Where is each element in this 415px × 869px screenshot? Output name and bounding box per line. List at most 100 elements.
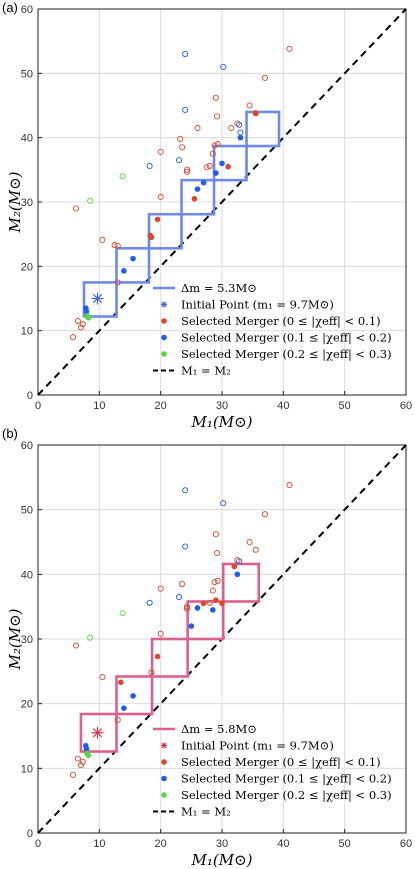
legend-entry: M₁ = M₂ — [181, 805, 231, 819]
panel-label: (b) — [2, 426, 18, 441]
y-tick-label: 50 — [21, 68, 33, 80]
point-marker — [79, 321, 86, 328]
box — [180, 178, 216, 216]
legend-point-swatch — [161, 792, 167, 798]
x-tick-label: 50 — [339, 838, 351, 850]
diagonal-line — [37, 8, 407, 396]
point-marker — [236, 558, 243, 565]
legend-entry: Selected Merger (0 ≤ |χeff| < 0.1) — [181, 755, 381, 770]
selected-point-marker — [154, 653, 161, 660]
selected-point-marker — [85, 315, 92, 321]
point-marker — [234, 557, 241, 564]
selected-point-marker — [237, 134, 244, 141]
legend-entry: M₁ = M₂ — [181, 364, 231, 378]
x-tick-label: 60 — [400, 838, 412, 850]
point-marker — [211, 579, 218, 586]
selected-point-marker — [194, 186, 201, 192]
point-marker — [214, 113, 221, 120]
selected-point-marker — [83, 746, 90, 752]
selected-point-marker — [234, 571, 241, 578]
box — [212, 144, 248, 182]
point-marker — [69, 334, 77, 341]
y-tick-label: 0 — [27, 828, 33, 840]
point-marker — [209, 587, 216, 594]
legend-point-swatch — [161, 759, 167, 765]
legend-entry: Δm = 5.8M⊙ — [181, 722, 257, 736]
legend-point-swatch — [161, 351, 167, 357]
point-marker — [146, 599, 153, 606]
legend: Δm = 5.3M⊙ Initial Point (m₁ = 9.7M⊙) Sele… — [153, 281, 392, 378]
selected-point-marker — [225, 163, 231, 170]
y-tick-label: 10 — [21, 763, 33, 775]
initial-point-marker — [91, 292, 104, 305]
point-marker — [209, 150, 216, 157]
x-tick-label: 20 — [155, 838, 167, 850]
asterisk-stroke — [161, 742, 167, 749]
asterisk-stroke — [161, 301, 167, 308]
box — [245, 110, 281, 148]
x-tick-label: 40 — [277, 400, 289, 412]
selected-point-marker — [121, 268, 127, 274]
x-tick-label: 20 — [155, 400, 167, 412]
point-marker — [72, 642, 80, 649]
y-tick-label: 30 — [21, 634, 33, 646]
point-marker — [194, 124, 201, 132]
point-marker — [214, 549, 221, 557]
point-marker — [79, 758, 86, 765]
y-tick-label: 40 — [21, 133, 33, 145]
point-marker — [211, 142, 218, 149]
point-marker — [246, 538, 253, 546]
point-marker — [261, 511, 268, 518]
y-axis-label: M₂(M⊙) — [6, 608, 24, 670]
point-marker — [111, 242, 118, 249]
point-marker — [69, 771, 77, 778]
point-marker — [176, 593, 183, 601]
point-marker — [212, 531, 219, 538]
box — [150, 637, 189, 678]
selected-point-marker — [191, 195, 198, 202]
x-tick-label: 10 — [93, 400, 105, 412]
selected-point-marker — [231, 563, 238, 570]
legend-point-swatch — [161, 334, 167, 341]
x-tick-label: 30 — [216, 400, 228, 412]
point-marker — [99, 236, 106, 244]
y-axis-label: M₂(M⊙) — [6, 171, 24, 233]
legend-entry: Selected Merger (0.2 ≤ |χeff| < 0.3) — [181, 347, 392, 362]
point-marker — [114, 279, 121, 286]
point-marker — [261, 74, 268, 81]
point-marker — [157, 630, 164, 637]
point-marker — [157, 585, 164, 592]
selected-point-marker — [200, 600, 207, 607]
selected-point-marker — [219, 600, 225, 607]
point-marker — [157, 148, 164, 155]
x-axis-label: M₁(M⊙) — [190, 413, 252, 431]
point-marker — [183, 166, 191, 173]
point-marker — [87, 634, 94, 641]
point-marker — [220, 500, 227, 507]
selected-point-marker — [194, 605, 201, 611]
legend-entry: Δm = 5.3M⊙ — [181, 281, 257, 295]
point-marker — [252, 546, 259, 553]
selected-point-marker — [83, 308, 90, 315]
point-marker — [179, 580, 186, 588]
point-marker — [146, 162, 153, 170]
selected-point-marker — [219, 160, 225, 167]
legend-entry: Selected Merger (0.1 ≤ |χeff| < 0.2) — [181, 331, 392, 346]
y-tick-label: 20 — [21, 261, 33, 273]
x-tick-label: 10 — [93, 838, 105, 850]
x-tick-label: 30 — [216, 838, 228, 850]
selected-point-marker — [252, 110, 259, 117]
x-tick-label: 50 — [339, 400, 351, 412]
point-marker — [206, 599, 213, 606]
point-marker — [182, 487, 189, 494]
point-marker — [228, 124, 235, 132]
point-marker — [212, 94, 219, 101]
selected-point-marker — [130, 693, 136, 699]
legend-entry: Selected Merger (0 ≤ |χeff| < 0.1) — [181, 314, 381, 329]
point-marker — [119, 610, 126, 617]
point-marker — [74, 755, 81, 762]
point-marker — [182, 543, 189, 550]
panel-label: (a) — [2, 0, 18, 15]
legend-entry: Selected Merger (0.1 ≤ |χeff| < 0.2) — [181, 772, 392, 787]
